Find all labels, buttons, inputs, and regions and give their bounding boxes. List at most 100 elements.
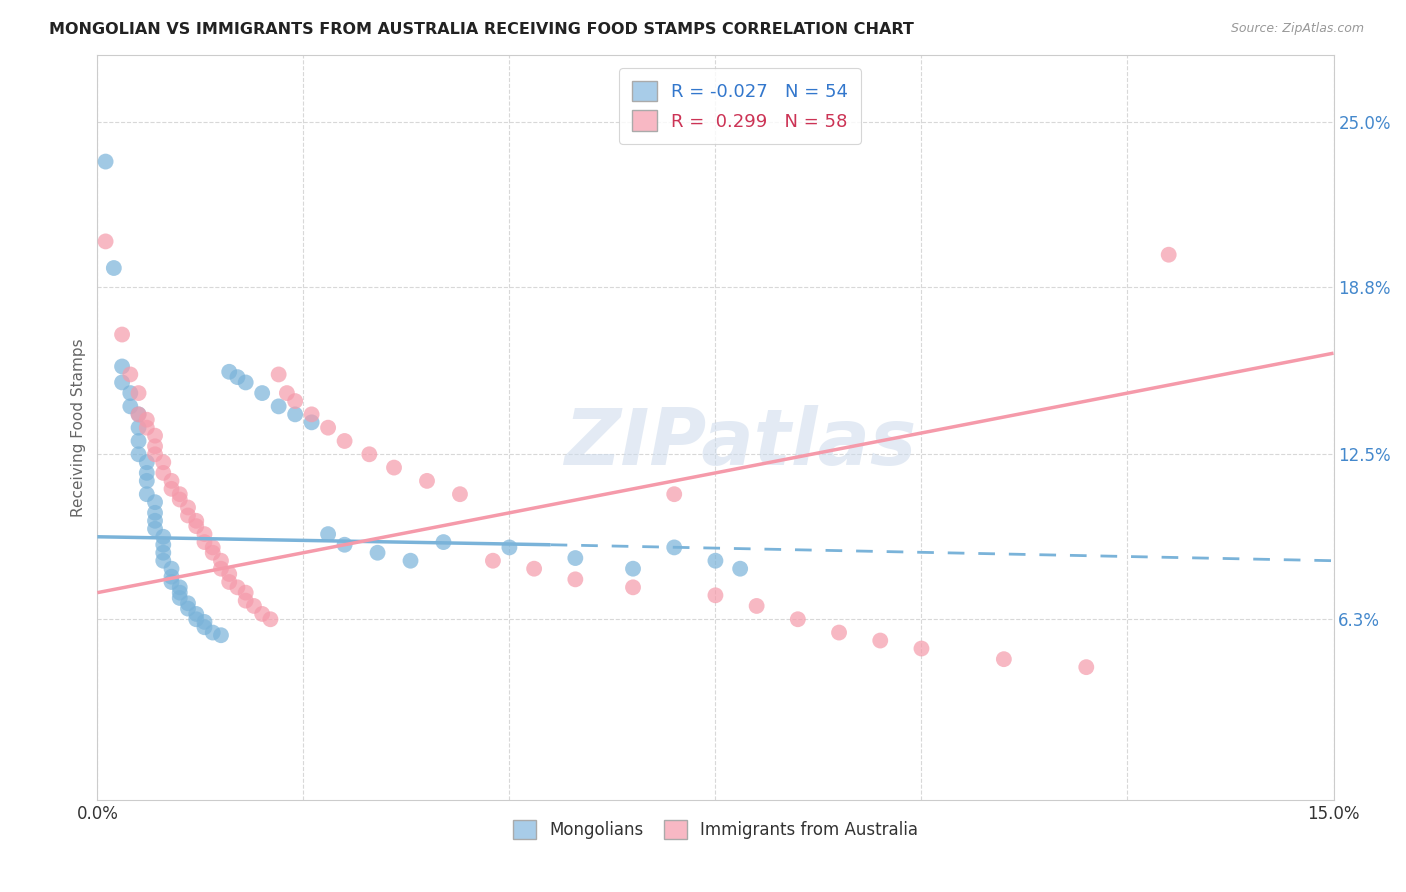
Text: ZIPatlas: ZIPatlas <box>564 405 917 481</box>
Point <box>193 527 215 541</box>
Point <box>910 641 932 656</box>
Point <box>169 492 191 507</box>
Legend: Mongolians, Immigrants from Australia: Mongolians, Immigrants from Australia <box>506 813 925 846</box>
Point <box>243 599 266 613</box>
Point <box>359 447 381 461</box>
Point <box>135 455 157 469</box>
Point <box>449 487 471 501</box>
Point <box>128 434 150 448</box>
Point <box>226 370 249 384</box>
Point <box>745 599 768 613</box>
Point <box>152 466 174 480</box>
Point <box>250 386 273 401</box>
Point <box>186 519 208 533</box>
Point <box>94 235 117 249</box>
Point <box>193 620 215 634</box>
Text: MONGOLIAN VS IMMIGRANTS FROM AUSTRALIA RECEIVING FOOD STAMPS CORRELATION CHART: MONGOLIAN VS IMMIGRANTS FROM AUSTRALIA R… <box>49 22 914 37</box>
Point <box>564 551 586 566</box>
Point <box>143 428 166 442</box>
Point <box>704 554 727 568</box>
Point <box>301 415 323 429</box>
Point <box>152 546 174 560</box>
Point <box>128 408 150 422</box>
Point <box>316 420 339 434</box>
Point <box>482 554 505 568</box>
Point <box>177 508 200 523</box>
Point <box>169 487 191 501</box>
Point <box>160 570 183 584</box>
Point <box>993 652 1015 666</box>
Point <box>786 612 808 626</box>
Point <box>828 625 851 640</box>
Point <box>135 413 157 427</box>
Point <box>284 394 307 409</box>
Point <box>209 628 232 642</box>
Point <box>135 420 157 434</box>
Y-axis label: Receiving Food Stamps: Receiving Food Stamps <box>72 338 86 517</box>
Point <box>704 588 727 602</box>
Point <box>333 434 356 448</box>
Point <box>94 154 117 169</box>
Point <box>169 585 191 599</box>
Point <box>267 368 290 382</box>
Point <box>177 500 200 515</box>
Point <box>143 447 166 461</box>
Point <box>193 615 215 629</box>
Point <box>120 400 142 414</box>
Point <box>169 580 191 594</box>
Point <box>218 567 240 582</box>
Point <box>235 593 257 607</box>
Point <box>267 400 290 414</box>
Point <box>498 541 520 555</box>
Point <box>664 541 686 555</box>
Point <box>128 447 150 461</box>
Point <box>186 607 208 621</box>
Point <box>152 538 174 552</box>
Point <box>177 601 200 615</box>
Point <box>621 562 644 576</box>
Point <box>128 386 150 401</box>
Point <box>1076 660 1098 674</box>
Point <box>250 607 273 621</box>
Text: Source: ZipAtlas.com: Source: ZipAtlas.com <box>1230 22 1364 36</box>
Point <box>209 554 232 568</box>
Point <box>201 541 224 555</box>
Point <box>432 535 454 549</box>
Point <box>664 487 686 501</box>
Point <box>382 460 405 475</box>
Point <box>143 522 166 536</box>
Point <box>152 554 174 568</box>
Point <box>301 408 323 422</box>
Point <box>869 633 891 648</box>
Point <box>152 455 174 469</box>
Point <box>186 514 208 528</box>
Point <box>111 376 134 390</box>
Point <box>201 546 224 560</box>
Point <box>193 535 215 549</box>
Point <box>160 562 183 576</box>
Point <box>160 574 183 589</box>
Point <box>523 562 546 576</box>
Point <box>235 376 257 390</box>
Point <box>135 474 157 488</box>
Point <box>259 612 281 626</box>
Point <box>276 386 298 401</box>
Point <box>103 260 125 275</box>
Point <box>564 572 586 586</box>
Point <box>160 482 183 496</box>
Point <box>235 585 257 599</box>
Point <box>169 591 191 605</box>
Point <box>1157 248 1180 262</box>
Point <box>728 562 751 576</box>
Point <box>177 596 200 610</box>
Point <box>111 359 134 374</box>
Point <box>152 530 174 544</box>
Point <box>333 538 356 552</box>
Point <box>143 514 166 528</box>
Point <box>218 365 240 379</box>
Point <box>143 506 166 520</box>
Point <box>226 580 249 594</box>
Point <box>621 580 644 594</box>
Point <box>367 546 389 560</box>
Point <box>284 408 307 422</box>
